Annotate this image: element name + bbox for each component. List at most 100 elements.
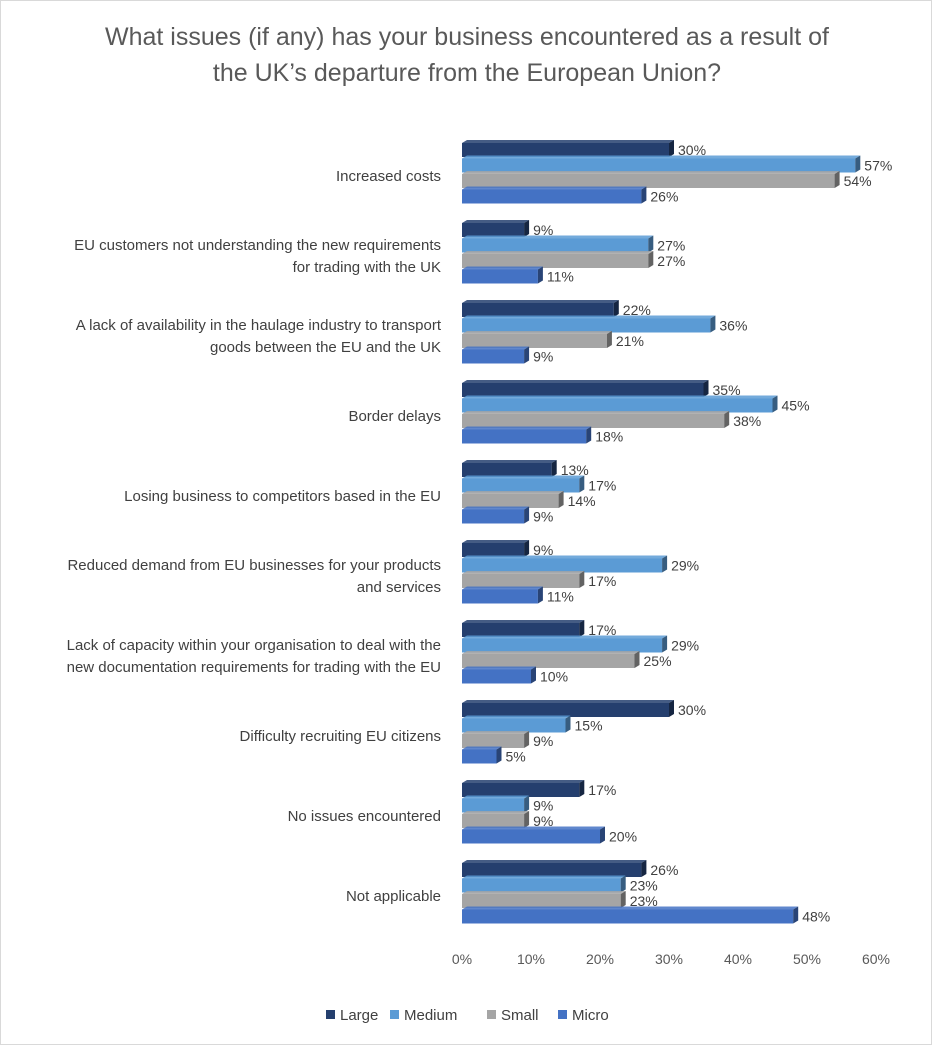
- data-label: 27%: [657, 238, 685, 254]
- data-label: 9%: [533, 509, 553, 525]
- bar-side-face: [524, 220, 530, 237]
- bar-top-face: [462, 540, 530, 543]
- bar-medium: [462, 398, 773, 413]
- bar-micro: [462, 829, 600, 844]
- bar-top-face: [462, 475, 585, 479]
- bar-micro: [462, 349, 525, 364]
- bar-top-face: [462, 620, 585, 623]
- chart-title-line-2: the UK’s departure from the European Uni…: [212, 59, 722, 87]
- data-label: 9%: [533, 222, 553, 238]
- bar-medium: [462, 478, 580, 493]
- bar-small: [462, 494, 559, 508]
- category-label: No issues encountered: [288, 808, 441, 825]
- data-label: 9%: [533, 542, 553, 558]
- data-label: 48%: [802, 909, 830, 925]
- bar-side-face: [579, 571, 585, 588]
- bar-side-face: [558, 491, 564, 508]
- bar-small: [462, 334, 607, 348]
- chart-title: What issues (if any) has your business e…: [41, 19, 893, 91]
- bar-top-face: [462, 715, 571, 719]
- data-label: 5%: [506, 749, 526, 765]
- x-tick-label: 40%: [724, 951, 752, 967]
- bar-top-face: [462, 266, 543, 270]
- data-label: 15%: [575, 718, 603, 734]
- category-label: Border delays: [348, 408, 441, 425]
- bar-large: [462, 463, 552, 477]
- data-label: 11%: [547, 269, 574, 285]
- bar-medium: [462, 318, 711, 333]
- data-label: 10%: [540, 669, 568, 685]
- bar-micro: [462, 589, 538, 604]
- x-tick-label: 60%: [862, 951, 890, 967]
- bar-large: [462, 223, 525, 237]
- bar-medium: [462, 158, 856, 173]
- bar-side-face: [565, 715, 571, 733]
- bar-small: [462, 574, 580, 588]
- legend-marker-small: [487, 1010, 496, 1019]
- bar-side-face: [710, 315, 716, 333]
- bar-micro: [462, 909, 794, 924]
- bar-top-face: [462, 651, 640, 654]
- bar-side-face: [669, 700, 674, 717]
- bar-side-face: [724, 411, 730, 428]
- data-label: 9%: [533, 798, 553, 814]
- legend-label-medium: Medium: [404, 1007, 457, 1024]
- bar-top-face: [462, 140, 674, 143]
- x-tick-label: 0%: [452, 951, 472, 967]
- bar-side-face: [579, 620, 585, 637]
- bar-small: [462, 174, 835, 188]
- bar-small: [462, 734, 525, 748]
- data-label: 9%: [533, 733, 553, 749]
- bar-top-face: [462, 506, 530, 510]
- bar-top-face: [462, 426, 592, 430]
- bar-top-face: [462, 571, 585, 574]
- bar-top-face: [462, 300, 619, 303]
- bar-side-face: [537, 586, 543, 604]
- bar-top-face: [462, 860, 647, 863]
- bar-top-face: [462, 171, 840, 174]
- bar-top-face: [462, 795, 530, 799]
- bar-side-face: [579, 475, 585, 493]
- bar-small: [462, 894, 621, 908]
- data-label: 54%: [844, 173, 872, 189]
- bar-side-face: [524, 506, 530, 524]
- data-label: 45%: [782, 398, 810, 414]
- category-label: EU customers not understanding the new r…: [74, 237, 441, 254]
- bar-medium: [462, 638, 663, 653]
- bar-side-face: [586, 426, 592, 444]
- bar-medium: [462, 558, 663, 573]
- bar-side-face: [524, 731, 530, 748]
- data-label: 14%: [568, 493, 596, 509]
- bar-top-face: [462, 555, 668, 559]
- data-label: 11%: [547, 589, 574, 605]
- bar-top-face: [462, 586, 543, 590]
- bar-side-face: [524, 346, 530, 364]
- bar-micro: [462, 509, 525, 524]
- bar-top-face: [462, 731, 530, 734]
- bar-micro: [462, 429, 587, 444]
- bar-top-face: [462, 380, 709, 383]
- bar-side-face: [772, 395, 778, 413]
- bar-top-face: [462, 460, 557, 463]
- bar-top-face: [462, 315, 716, 319]
- bar-top-face: [462, 155, 861, 159]
- legend-label-small: Small: [501, 1007, 539, 1024]
- bar-top-face: [462, 666, 536, 670]
- bar-side-face: [793, 906, 799, 924]
- bar-side-face: [613, 300, 619, 317]
- x-tick-label: 10%: [517, 951, 545, 967]
- category-label: Increased costs: [336, 168, 441, 185]
- bar-micro: [462, 749, 497, 764]
- data-label: 30%: [678, 702, 706, 718]
- bar-top-face: [462, 780, 585, 783]
- bar-side-face: [551, 460, 557, 477]
- category-label: Not applicable: [346, 888, 441, 905]
- bar-small: [462, 254, 649, 268]
- bar-top-face: [462, 220, 530, 223]
- bar-side-face: [496, 746, 502, 764]
- bar-top-face: [462, 891, 626, 894]
- bar-top-face: [462, 411, 730, 414]
- data-label: 23%: [630, 878, 658, 894]
- data-label: 17%: [588, 782, 616, 798]
- bar-large: [462, 543, 525, 557]
